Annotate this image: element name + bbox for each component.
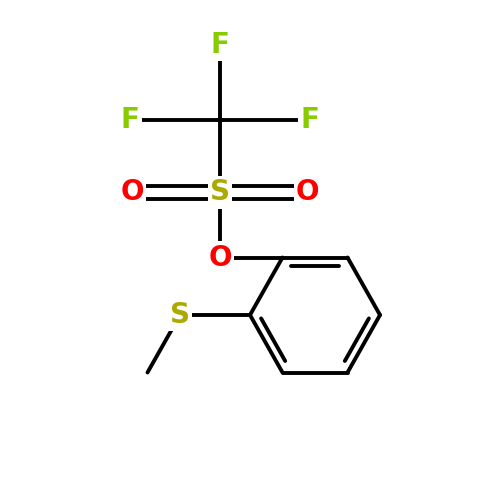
Text: O: O	[296, 178, 320, 206]
Text: O: O	[208, 244, 232, 272]
Text: F: F	[210, 31, 230, 59]
Text: S: S	[170, 301, 190, 329]
Text: F: F	[300, 106, 320, 134]
Text: F: F	[120, 106, 140, 134]
Text: O: O	[121, 178, 144, 206]
Text: S: S	[210, 178, 230, 206]
